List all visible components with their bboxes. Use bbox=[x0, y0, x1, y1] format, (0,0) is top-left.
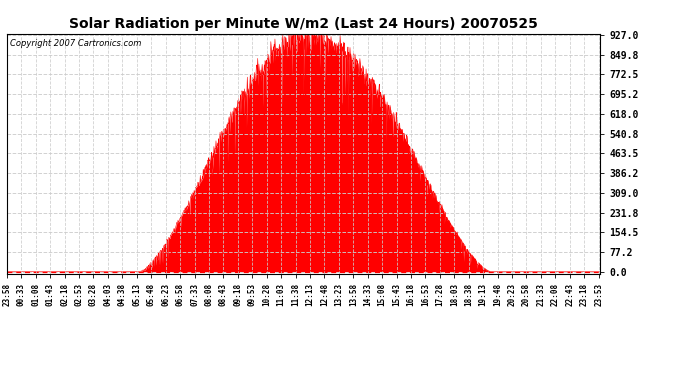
Text: Copyright 2007 Cartronics.com: Copyright 2007 Cartronics.com bbox=[10, 39, 141, 48]
Title: Solar Radiation per Minute W/m2 (Last 24 Hours) 20070525: Solar Radiation per Minute W/m2 (Last 24… bbox=[69, 17, 538, 31]
